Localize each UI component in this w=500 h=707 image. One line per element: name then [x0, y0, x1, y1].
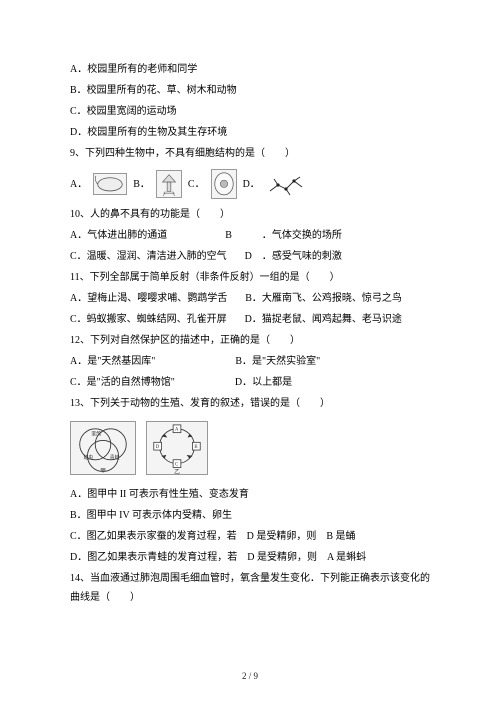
svg-text:A: A: [175, 428, 179, 433]
svg-text:甲: 甲: [100, 467, 106, 474]
q11-row-cd: C．蚂蚁搬家、蜘蛛结网、孔雀开屏 D．猫捉老鼠、闻鸡起舞、老马识途: [70, 310, 430, 329]
q13-stem: 13、下列关于动物的生殖、发育的叙述，错误的是（ ）: [70, 394, 430, 413]
q13-opt-d: D．图乙如果表示青蛙的发育过程，若 D 是受精卵，则 A 是蝌蚪: [70, 548, 430, 567]
q10-opt-a: A．气体进出肺的通道: [70, 226, 167, 245]
q9-stem: 9、下列四种生物中，不具有细胞结构的是（ ）: [70, 144, 430, 163]
q12-opt-d: D．以上都是: [235, 373, 292, 392]
q9-label-b: B．: [133, 175, 150, 194]
q13-opt-c: C．图乙如果表示家蚕的发育过程，若 D 是受精卵，则 B 是蛹: [70, 527, 430, 546]
q9-image-c: [211, 169, 237, 199]
q13-diagram-jia: 家鸽 蝗虫 青蛙 甲: [70, 421, 136, 475]
svg-text:C: C: [175, 463, 178, 468]
q11-opt-d: D．猫捉老鼠、闻鸡起舞、老马识途: [245, 310, 402, 329]
q12-opt-c: C．是"活的自然博物馆": [70, 373, 175, 392]
svg-text:蝗虫: 蝗虫: [84, 454, 94, 461]
q11-opt-a: A．望梅止渴、嘤嘤求哺、鹦鹉学舌: [70, 289, 227, 308]
svg-text:家鸽: 家鸽: [91, 431, 101, 438]
svg-text:乙: 乙: [174, 468, 180, 474]
q8-opt-b: B．校园里所有的花、草、树木和动物: [70, 81, 430, 100]
q11-opt-c: C．蚂蚁搬家、蜘蛛结网、孔雀开屏: [70, 310, 227, 329]
q8-opt-c: C．校园里宽阔的运动场: [70, 102, 430, 121]
q8-opt-a: A．校园里所有的老师和同学: [70, 60, 430, 79]
svg-text:B: B: [194, 445, 197, 450]
q12-row-cd: C．是"活的自然博物馆" D．以上都是: [70, 373, 430, 392]
q10-opt-d: D ．感受气味的刺激: [245, 247, 342, 266]
q13-diagram-yi: A B C D 乙: [146, 421, 208, 475]
q9-image-d: [266, 171, 306, 197]
q11-stem: 11、下列全部属于简单反射（非条件反射）一组的是（ ）: [70, 268, 430, 287]
q9-label-c: C．: [188, 175, 205, 194]
q11-row-ab: A．望梅止渴、嘤嘤求哺、鹦鹉学舌 B．大雁南飞、公鸡报晓、惊弓之鸟: [70, 289, 430, 308]
q12-opt-b: B．是"天然实验室": [235, 352, 320, 371]
q10-stem: 10、人的鼻不具有的功能是（ ）: [70, 205, 430, 224]
q13-opt-b: B．图甲中 IV 可表示体内受精、卵生: [70, 506, 430, 525]
q9-label-d: D．: [243, 175, 260, 194]
q9-image-a: [93, 173, 127, 195]
q10-row-cd: C．温暖、湿润、清洁进入肺的空气 D ．感受气味的刺激: [70, 247, 430, 266]
q9-label-a: A．: [70, 175, 87, 194]
q8-opt-d: D．校园里所有的生物及其生存环境: [70, 123, 430, 142]
q13-opt-a: A．图甲中 II 可表示有性生殖、变态发育: [70, 485, 430, 504]
svg-text:青蛙: 青蛙: [110, 454, 120, 461]
page-footer: 2 / 9: [0, 668, 500, 685]
q14-stem: 14、当血液通过肺泡周围毛细血管时，氧含量发生变化．下列能正确表示该变化的曲线是…: [70, 569, 430, 607]
q12-row-ab: A．是"天然基因库" B．是"天然实验室": [70, 352, 430, 371]
q13-diagram-row: 家鸽 蝗虫 青蛙 甲 A B C D 乙: [70, 421, 430, 475]
q9-image-b: [156, 170, 182, 198]
q11-opt-b: B．大雁南飞、公鸡报晓、惊弓之鸟: [245, 289, 402, 308]
q10-opt-c: C．温暖、湿润、清洁进入肺的空气: [70, 247, 227, 266]
q12-opt-a: A．是"天然基因库": [70, 352, 155, 371]
q10-opt-b: B ．气体交换的场所: [225, 226, 342, 245]
q12-stem: 12、下列对自然保护区的描述中，正确的是（ ）: [70, 331, 430, 350]
svg-text:D: D: [156, 445, 160, 450]
q10-row-ab: A．气体进出肺的通道 B ．气体交换的场所: [70, 226, 430, 245]
q9-image-row: A． B． C． D．: [70, 169, 430, 199]
